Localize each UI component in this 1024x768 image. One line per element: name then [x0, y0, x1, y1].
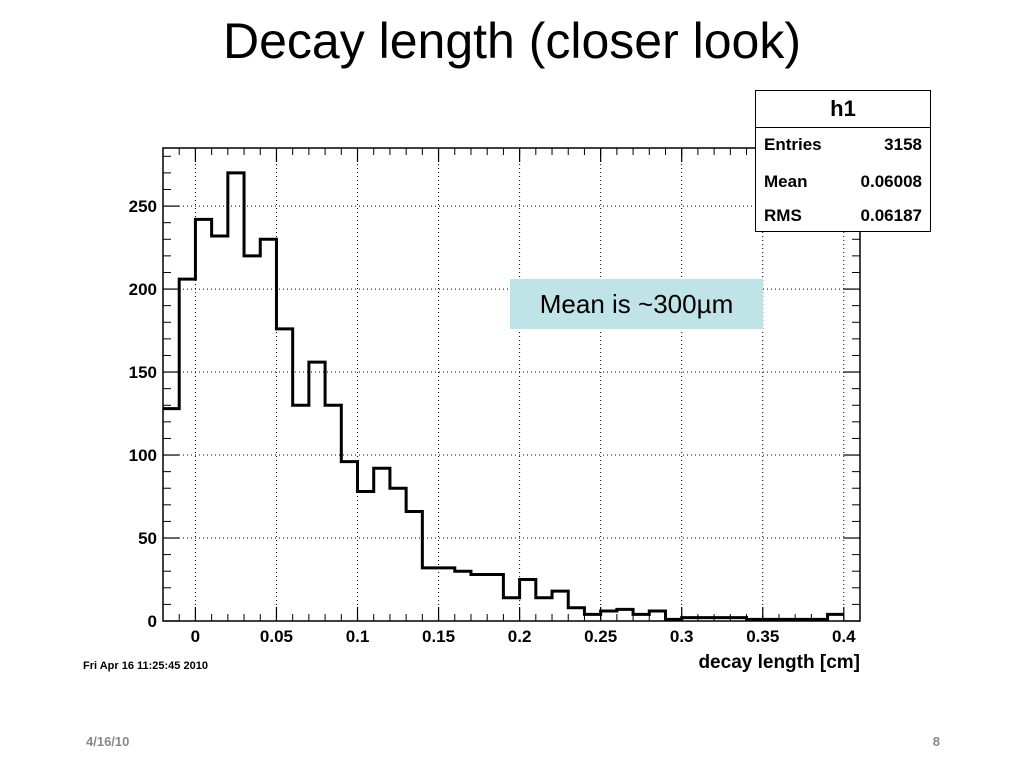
- histogram-bin: [341, 462, 357, 621]
- histogram-bin: [422, 568, 438, 621]
- stats-label: RMS: [764, 206, 802, 225]
- histogram-bin: [309, 362, 325, 621]
- stats-value: 0.06008: [860, 172, 922, 191]
- histogram-bin: [568, 608, 584, 621]
- y-tick-label: 100: [129, 446, 157, 465]
- histogram-bin: [195, 219, 211, 621]
- x-tick-label: 0.25: [584, 627, 617, 646]
- timestamp: Fri Apr 16 11:25:45 2010: [83, 660, 208, 672]
- histogram-bin: [358, 492, 374, 621]
- stats-label: Mean: [764, 172, 808, 191]
- histogram-bin: [536, 598, 552, 621]
- histogram-bin: [487, 575, 503, 621]
- x-tick-label: 0.15: [422, 627, 455, 646]
- x-tick-label: 0.1: [346, 627, 370, 646]
- histogram-bin: [520, 580, 536, 621]
- annotation-callout: Mean is ~300µm: [510, 279, 763, 329]
- page-number: 8: [932, 734, 940, 749]
- x-tick-label: 0.2: [508, 627, 532, 646]
- histogram-bin: [390, 488, 406, 621]
- histogram-bin: [163, 409, 179, 621]
- histogram-bin: [276, 329, 292, 621]
- footer-date: 4/16/10: [86, 734, 130, 749]
- histogram-bin: [439, 568, 455, 621]
- histogram-bin: [552, 591, 568, 621]
- histogram-bin: [260, 239, 276, 621]
- y-tick-label: 250: [129, 197, 157, 216]
- histogram-bin: [293, 405, 309, 621]
- x-tick-label: 0.05: [260, 627, 293, 646]
- x-tick-label: 0: [191, 627, 200, 646]
- plot-frame: [162, 147, 861, 622]
- x-axis-title: decay length [cm]: [698, 652, 860, 673]
- y-tick-label: 0: [148, 612, 157, 631]
- histogram-bin: [244, 256, 260, 621]
- x-tick-label: 0.4: [832, 627, 856, 646]
- x-tick-label: 0.3: [670, 627, 694, 646]
- histogram-bin: [374, 468, 390, 621]
- y-tick-label: 150: [129, 363, 157, 382]
- histogram-bin: [179, 279, 195, 621]
- stats-title: h1: [756, 91, 930, 128]
- tick-labels: 0 0.05 0.1 0.15 0.2 0.25 0.3 0.35 0.4 0 50 100 150 20…: [129, 197, 857, 646]
- histogram-bin: [212, 236, 228, 621]
- y-tick-label: 50: [138, 529, 157, 548]
- histogram-bin: [471, 575, 487, 621]
- stats-value: 0.06187: [860, 206, 922, 225]
- histogram-bin: [228, 173, 244, 621]
- stats-value: 3158: [884, 135, 922, 154]
- stats-label: Entries: [764, 135, 822, 154]
- y-tick-label: 200: [129, 280, 157, 299]
- histogram-bin: [455, 571, 471, 621]
- histogram-bin: [617, 609, 633, 621]
- slide-title: Decay length (closer look): [222, 13, 802, 69]
- histogram-bin: [325, 405, 341, 621]
- histogram-bin: [406, 511, 422, 621]
- histogram-bin: [503, 598, 519, 621]
- x-tick-label: 0.35: [746, 627, 779, 646]
- histogram-outline: [163, 171, 844, 621]
- stats-box: h1 Entries 3158 Mean 0.06008 RMS 0.06187: [755, 90, 931, 232]
